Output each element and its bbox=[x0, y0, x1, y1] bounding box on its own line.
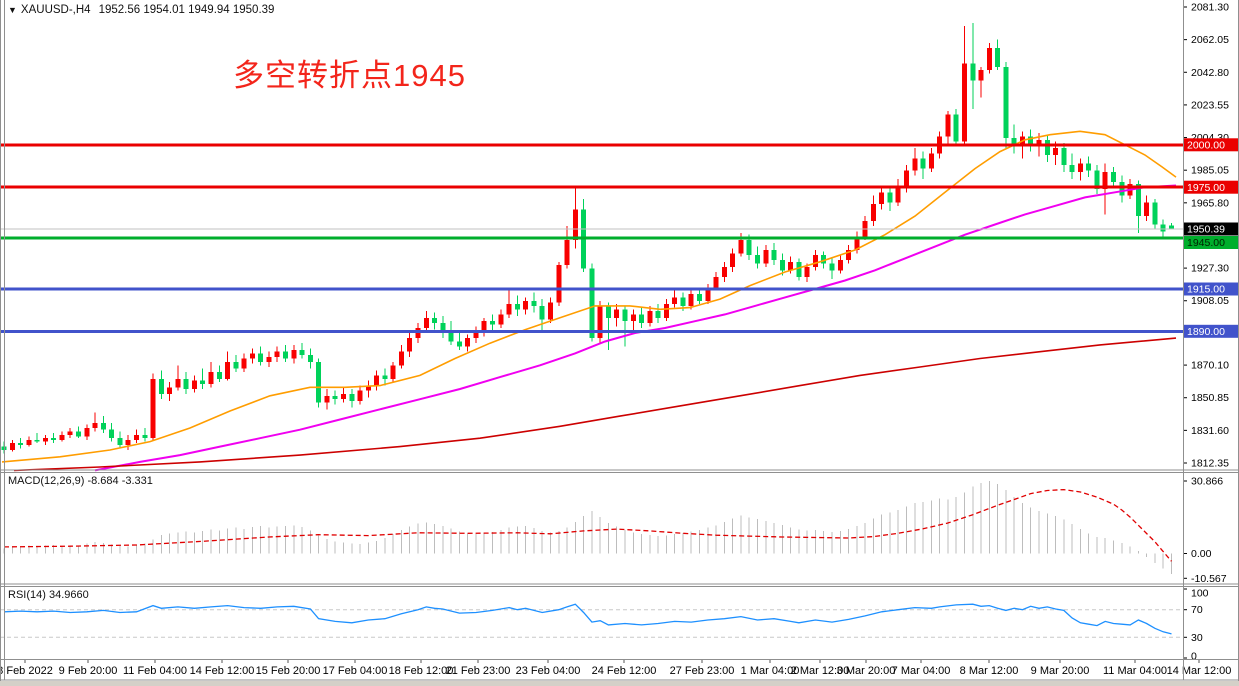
candles-layer bbox=[1, 22, 1174, 454]
svg-text:100: 100 bbox=[1191, 588, 1209, 600]
svg-text:1965.80: 1965.80 bbox=[1191, 197, 1229, 209]
fast-ma-line bbox=[1, 130, 1177, 463]
svg-text:11 Feb 04:00: 11 Feb 04:00 bbox=[123, 665, 187, 677]
svg-text:14 Mar 12:00: 14 Mar 12:00 bbox=[1167, 665, 1232, 677]
svg-text:2081.30: 2081.30 bbox=[1191, 2, 1229, 14]
svg-text:2042.80: 2042.80 bbox=[1191, 67, 1229, 79]
svg-text:1 Mar 04:00: 1 Mar 04:00 bbox=[741, 665, 800, 677]
price-badge: 1975.00 bbox=[1184, 180, 1239, 194]
hlines-layer bbox=[0, 143, 1183, 333]
rsi-indicator-label: RSI(14) 34.9660 bbox=[8, 589, 89, 601]
svg-text:17 Feb 04:00: 17 Feb 04:00 bbox=[323, 665, 388, 677]
svg-text:2062.05: 2062.05 bbox=[1191, 34, 1229, 46]
svg-text:2023.55: 2023.55 bbox=[1191, 99, 1229, 111]
svg-text:0: 0 bbox=[1191, 651, 1197, 663]
svg-text:-10.567: -10.567 bbox=[1191, 573, 1227, 585]
svg-text:1831.60: 1831.60 bbox=[1191, 425, 1229, 437]
svg-text:1945.00: 1945.00 bbox=[1187, 237, 1225, 249]
svg-text:1870.10: 1870.10 bbox=[1191, 360, 1229, 372]
macd-indicator-label: MACD(12,26,9) -8.684 -3.331 bbox=[8, 475, 153, 487]
svg-text:1850.85: 1850.85 bbox=[1191, 392, 1229, 404]
svg-text:1890.00: 1890.00 bbox=[1187, 326, 1225, 338]
svg-text:1975.00: 1975.00 bbox=[1187, 182, 1225, 194]
annotation-text: 多空转折点1945 bbox=[233, 58, 466, 93]
svg-text:1985.05: 1985.05 bbox=[1191, 165, 1229, 177]
svg-text:8 Mar 12:00: 8 Mar 12:00 bbox=[960, 665, 1019, 677]
svg-text:2000.00: 2000.00 bbox=[1187, 140, 1225, 152]
svg-text:0.00: 0.00 bbox=[1191, 548, 1212, 560]
price-badge: 2000.00 bbox=[1184, 138, 1239, 152]
svg-text:1812.35: 1812.35 bbox=[1191, 458, 1229, 470]
symbol-ohlc-header: ▼ XAUUSD-,H4 1952.56 1954.01 1949.94 1950.… bbox=[8, 4, 274, 16]
svg-text:27 Feb 23:00: 27 Feb 23:00 bbox=[670, 665, 735, 677]
macd-histogram bbox=[3, 481, 1172, 574]
rsi-line bbox=[3, 603, 1172, 635]
slow-ma-line bbox=[13, 337, 1177, 472]
time-axis[interactable]: 8 Feb 2022 9 Feb 20:00 11 Feb 04:00 14 Feb … bbox=[0, 660, 1231, 677]
svg-text:7 Mar 04:00: 7 Mar 04:00 bbox=[892, 665, 951, 677]
svg-text:70: 70 bbox=[1191, 604, 1203, 616]
svg-text:9 Mar 20:00: 9 Mar 20:00 bbox=[1031, 665, 1090, 677]
svg-text:8 Feb 2022: 8 Feb 2022 bbox=[0, 665, 53, 677]
svg-text:9 Feb 20:00: 9 Feb 20:00 bbox=[59, 665, 118, 677]
svg-text:24 Feb 12:00: 24 Feb 12:00 bbox=[592, 665, 657, 677]
macd-axis[interactable]: 30.866 0.00 -10.567 bbox=[1183, 476, 1227, 585]
price-badge: 1945.00 bbox=[1184, 236, 1239, 249]
svg-text:3 Mar 20:00: 3 Mar 20:00 bbox=[837, 665, 896, 677]
rsi-panel bbox=[0, 603, 1183, 638]
svg-text:11 Mar 04:00: 11 Mar 04:00 bbox=[1103, 665, 1167, 677]
svg-text:1915.00: 1915.00 bbox=[1187, 284, 1225, 296]
svg-text:1950.39: 1950.39 bbox=[1187, 224, 1225, 236]
ohlc-values: 1952.56 1954.01 1949.94 1950.39 bbox=[98, 4, 275, 16]
macd-signal-line bbox=[3, 488, 1172, 562]
svg-text:1927.30: 1927.30 bbox=[1191, 263, 1229, 275]
svg-text:1908.05: 1908.05 bbox=[1191, 295, 1229, 307]
svg-text:21 Feb 23:00: 21 Feb 23:00 bbox=[446, 665, 511, 677]
symbol-title: XAUUSD-,H4 bbox=[20, 4, 91, 16]
svg-text:18 Feb 12:00: 18 Feb 12:00 bbox=[389, 665, 454, 677]
price-badge: 1890.00 bbox=[1184, 324, 1239, 338]
svg-text:30.866: 30.866 bbox=[1191, 476, 1223, 488]
svg-text:30: 30 bbox=[1191, 632, 1203, 644]
symbol-dropdown-icon[interactable]: ▼ bbox=[8, 5, 17, 15]
price-axis[interactable]: 2081.302062.052042.802023.552004.301985.… bbox=[1183, 2, 1229, 470]
price-badge: 1950.39 bbox=[1184, 222, 1239, 236]
svg-text:14 Feb 12:00: 14 Feb 12:00 bbox=[190, 665, 255, 677]
svg-text:15 Feb 20:00: 15 Feb 20:00 bbox=[256, 665, 321, 677]
medium-ma-line bbox=[94, 184, 1177, 472]
price-badge: 1915.00 bbox=[1184, 282, 1239, 296]
svg-text:23 Feb 04:00: 23 Feb 04:00 bbox=[516, 665, 581, 677]
svg-text:2 Mar 12:00: 2 Mar 12:00 bbox=[791, 665, 850, 677]
